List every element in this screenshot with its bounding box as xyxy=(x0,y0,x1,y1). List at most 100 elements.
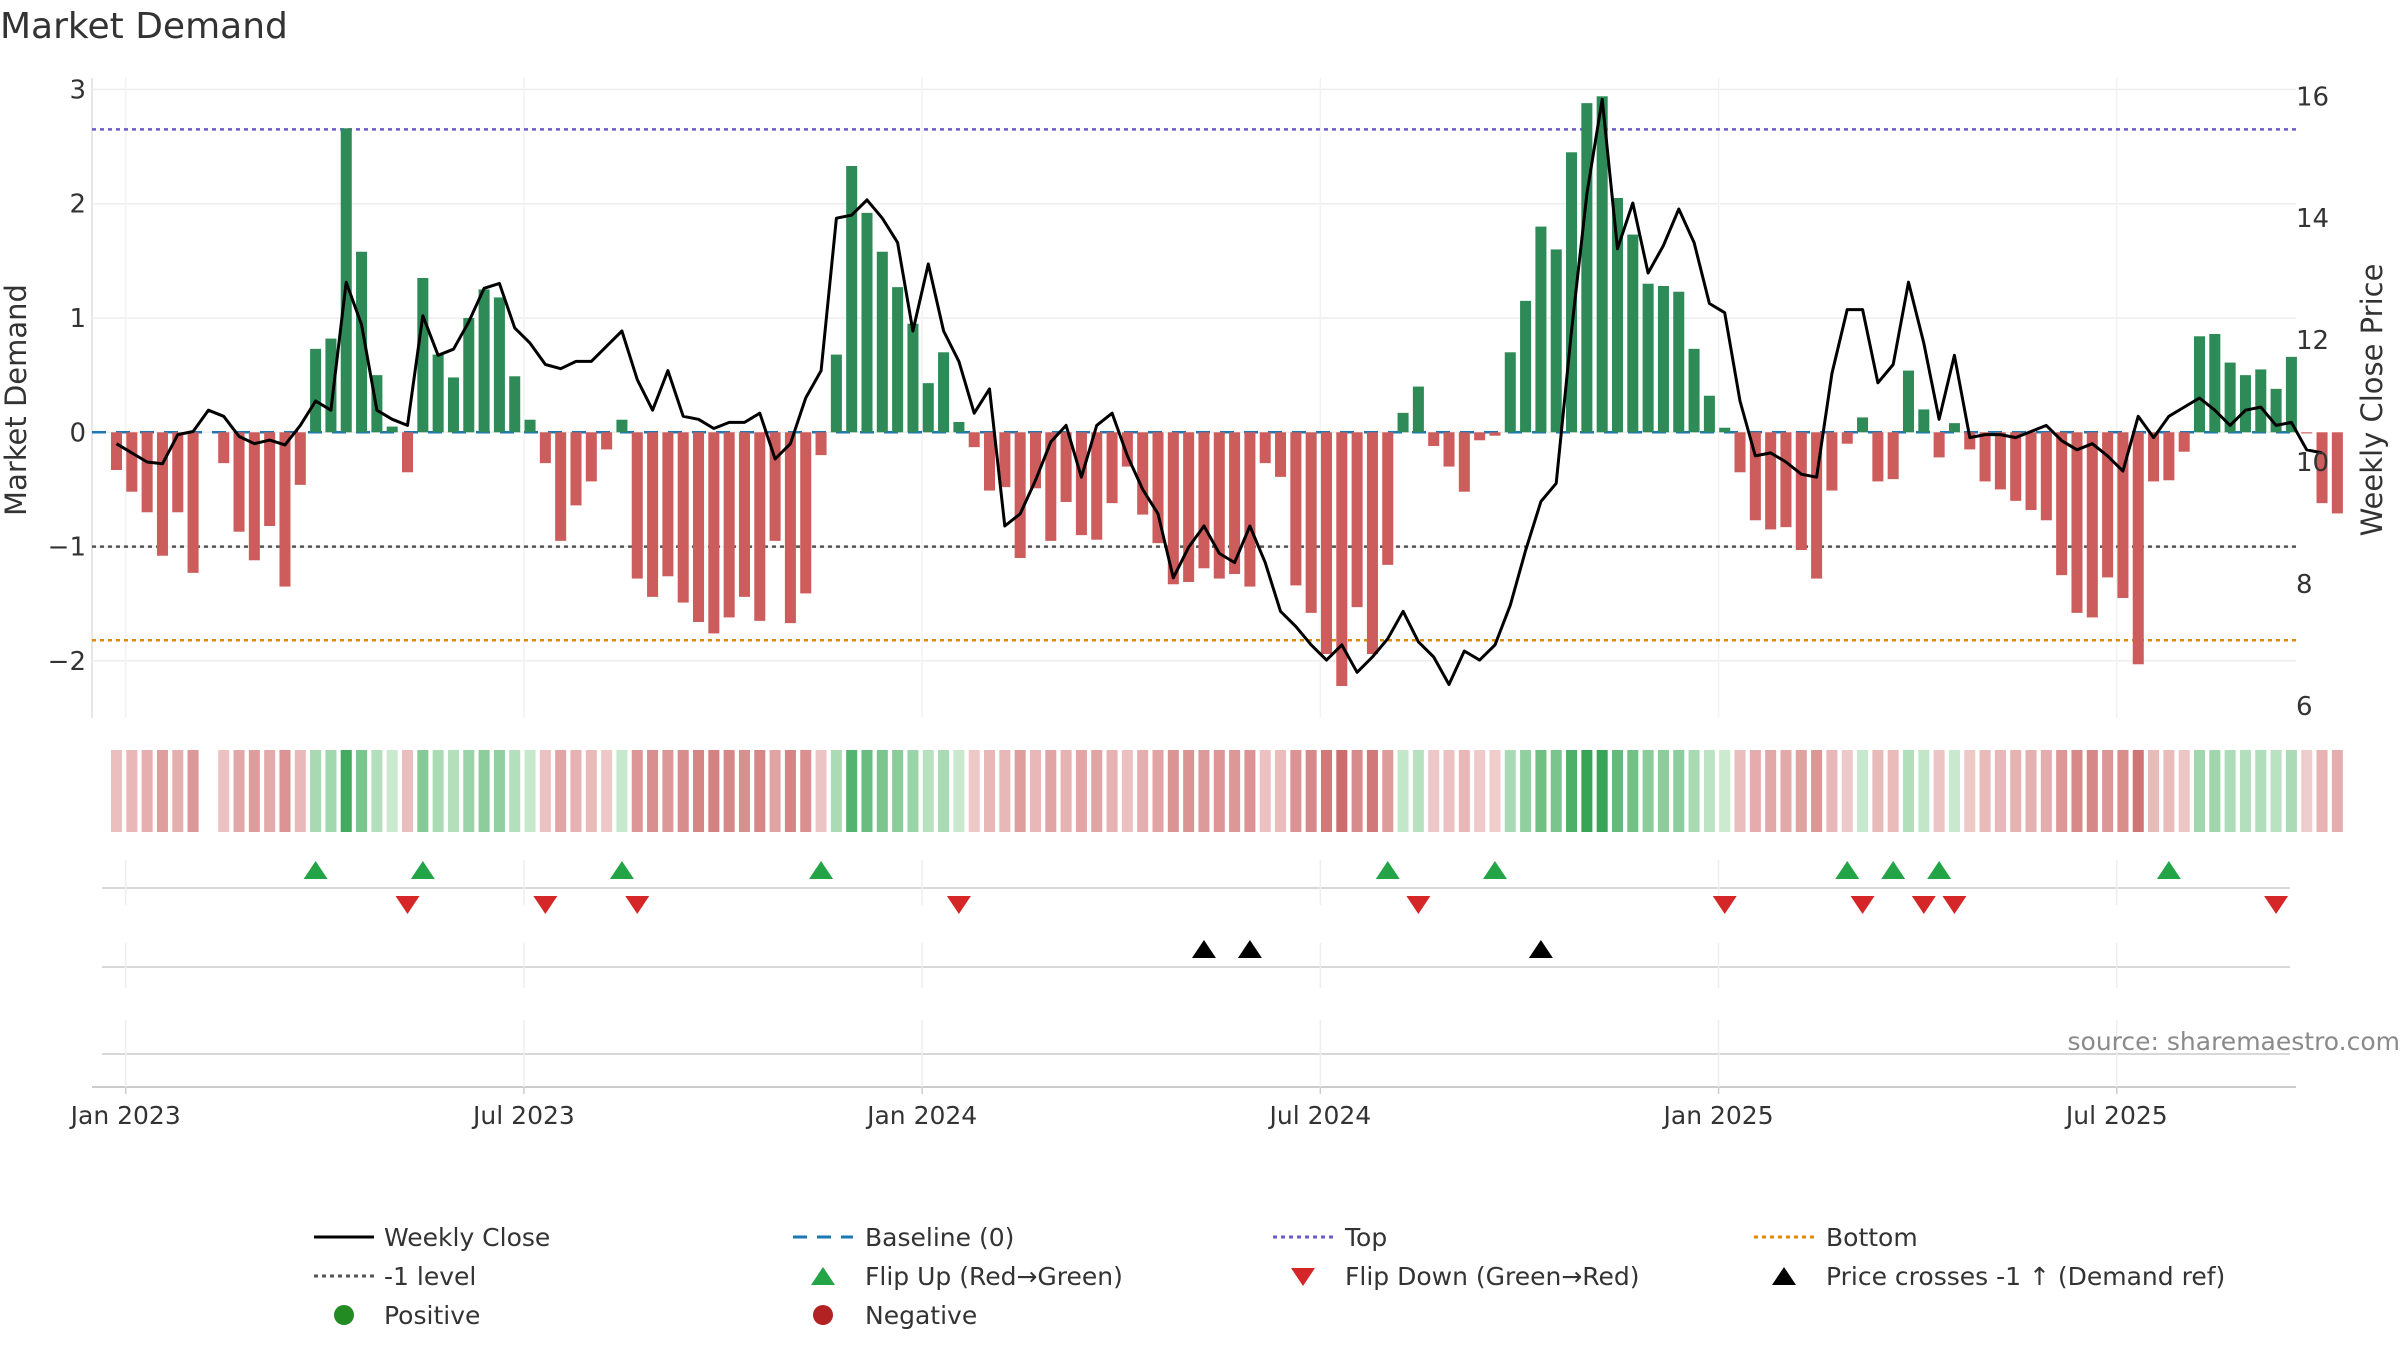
heat-cell xyxy=(233,750,245,832)
heat-cell xyxy=(2148,750,2160,832)
heat-cell xyxy=(2071,750,2083,832)
positive-bar xyxy=(892,287,904,433)
positive-bar xyxy=(2239,375,2251,433)
legend-item-flip-up: Flip Up (Red→Green) xyxy=(811,1262,1123,1291)
negative-bar xyxy=(279,432,291,587)
heat-cell xyxy=(1366,750,1378,832)
negative-bar xyxy=(968,432,980,448)
heat-cell xyxy=(1489,750,1501,832)
negative-bar xyxy=(294,432,306,485)
flip-down-marker xyxy=(1942,896,1967,914)
legend-item-negative: Negative xyxy=(813,1301,977,1330)
heat-cell xyxy=(187,750,199,832)
price-cross-icon xyxy=(1772,1267,1796,1285)
heat-cell xyxy=(1213,750,1225,832)
negative-bar xyxy=(1872,432,1884,482)
negative-bar xyxy=(738,432,750,597)
heat-cell xyxy=(800,750,812,832)
positive-bar xyxy=(861,212,873,433)
heat-cell xyxy=(2117,750,2129,832)
positive-bar xyxy=(432,354,444,433)
heat-cell xyxy=(1397,750,1409,832)
heat-cell xyxy=(984,750,996,832)
heat-cell xyxy=(1948,750,1960,832)
heat-cell xyxy=(769,750,781,832)
svg-text:Flip Down (Green→Red): Flip Down (Green→Red) xyxy=(1345,1262,1640,1291)
negative-bar xyxy=(1320,432,1332,654)
heat-cell xyxy=(846,750,858,832)
positive-bar xyxy=(417,278,429,433)
heat-cell xyxy=(953,750,965,832)
heat-cell xyxy=(830,750,842,832)
demand-heat-strip xyxy=(110,750,2343,832)
negative-bar xyxy=(126,432,138,492)
heat-cell xyxy=(1734,750,1746,832)
flip-down-marker xyxy=(395,896,420,914)
heat-cell xyxy=(1719,750,1731,832)
negative-bar xyxy=(1121,432,1133,467)
negative-bar xyxy=(218,432,230,464)
svg-text:Price crosses -1 ↑ (Demand ref: Price crosses -1 ↑ (Demand ref) xyxy=(1826,1262,2225,1291)
svg-text:-1 level: -1 level xyxy=(384,1262,476,1291)
negative-bar xyxy=(1428,432,1440,446)
negative-bar xyxy=(233,432,245,532)
heat-cell xyxy=(1933,750,1945,832)
heat-cell xyxy=(2102,750,2114,832)
heat-cell xyxy=(907,750,919,832)
heat-cell xyxy=(1596,750,1608,832)
y2-tick-label: 16 xyxy=(2296,82,2329,112)
positive-bar xyxy=(1412,386,1424,433)
svg-text:Weekly Close: Weekly Close xyxy=(384,1223,550,1252)
y2-tick-label: 12 xyxy=(2296,326,2329,356)
heat-cell xyxy=(1091,750,1103,832)
positive-bar xyxy=(2285,356,2297,433)
positive-bar xyxy=(310,348,322,433)
heat-cell xyxy=(1290,750,1302,832)
price-cross-marker xyxy=(1191,940,1216,958)
negative-bar xyxy=(1382,432,1394,565)
negative-dot-icon xyxy=(813,1305,833,1325)
positive-dot-icon xyxy=(334,1305,354,1325)
positive-bar xyxy=(1397,412,1409,433)
y-tick-label: 2 xyxy=(69,190,86,220)
negative-bar xyxy=(800,432,812,594)
y-axis-ticks: 3 2 1 0 −1 −2 xyxy=(48,75,86,676)
negative-bar xyxy=(401,432,414,473)
positive-bar xyxy=(1673,291,1685,433)
heat-cell xyxy=(1382,750,1394,832)
heat-cell xyxy=(156,750,168,832)
heat-cell xyxy=(1857,750,1869,832)
negative-bar xyxy=(1075,432,1087,536)
x-tick-label: Jan 2025 xyxy=(1662,1101,1774,1130)
heat-cell xyxy=(631,750,643,832)
positive-bar xyxy=(1902,370,1915,433)
legend-item-positive: Positive xyxy=(334,1301,480,1330)
negative-bar xyxy=(1811,432,1823,579)
heat-cell xyxy=(110,750,123,832)
negative-bar xyxy=(1979,432,1991,482)
svg-text:Baseline (0): Baseline (0) xyxy=(865,1223,1014,1252)
negative-bar xyxy=(1014,432,1026,558)
negative-bar xyxy=(631,432,643,579)
negative-bar xyxy=(2102,432,2114,578)
heat-cell xyxy=(1780,750,1792,832)
heat-cell xyxy=(218,750,230,832)
negative-bar xyxy=(2056,432,2068,576)
negative-bar xyxy=(1290,432,1302,586)
heat-cell xyxy=(371,750,383,832)
y-tick-label: −2 xyxy=(48,647,86,677)
positive-bar xyxy=(1504,352,1516,433)
positive-bar xyxy=(356,251,368,433)
flip-up-icon xyxy=(811,1267,835,1285)
heat-cell xyxy=(509,750,521,832)
negative-bar xyxy=(1795,432,1807,550)
positive-bar xyxy=(1596,96,1608,433)
heat-cell xyxy=(1611,750,1624,832)
source-label: source: sharemaestro.com xyxy=(2068,1027,2400,1056)
heat-cell xyxy=(2301,750,2313,832)
flip-down-marker xyxy=(2264,896,2289,914)
heat-cell xyxy=(1826,750,1838,832)
negative-bar xyxy=(2086,432,2098,618)
flip-up-marker xyxy=(1482,861,1507,879)
